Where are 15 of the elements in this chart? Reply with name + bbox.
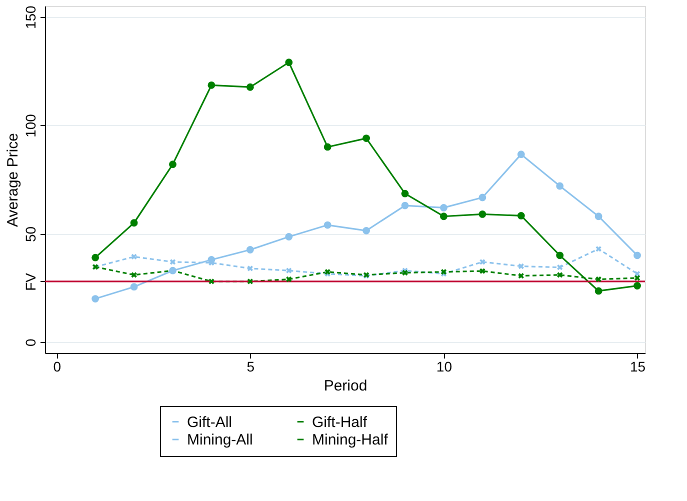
legend-label: Gift-Half: [312, 414, 368, 431]
y-tick-label: 100: [22, 114, 38, 138]
y-tick-label: 50: [22, 226, 38, 242]
y-tick-label: FV: [22, 272, 38, 291]
legend-label: Gift-All: [187, 414, 232, 431]
x-tick-label: 15: [630, 358, 646, 374]
x-tick-label: 10: [436, 358, 452, 374]
y-tick-label: 0: [22, 338, 38, 347]
legend-label: Mining-Half: [312, 432, 389, 448]
y-axis-title: Average Price: [4, 133, 22, 227]
x-axis-title: Period: [324, 378, 368, 394]
y-tick-label: 150: [22, 5, 38, 30]
x-tick-label: 0: [53, 358, 62, 374]
legend-label: Mining-All: [187, 432, 253, 448]
x-tick-label: 5: [246, 358, 255, 374]
